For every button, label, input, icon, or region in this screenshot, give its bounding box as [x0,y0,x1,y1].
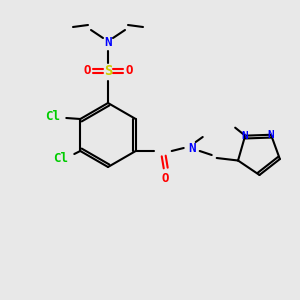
Text: O: O [125,64,133,77]
Text: N: N [242,131,248,141]
Text: N: N [268,130,274,140]
Text: Cl: Cl [53,152,68,166]
Text: O: O [83,64,91,77]
Text: S: S [104,64,112,78]
Text: Cl: Cl [45,110,60,124]
Text: N: N [188,142,196,154]
Text: N: N [104,37,112,50]
Text: O: O [162,172,169,184]
